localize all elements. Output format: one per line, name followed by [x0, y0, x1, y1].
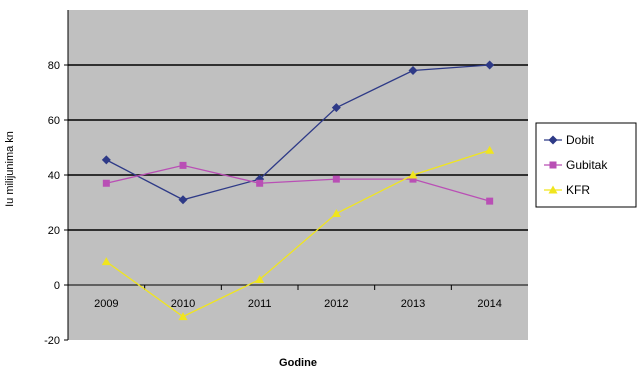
x-tick-label: 2010 — [171, 298, 195, 310]
x-tick-label: 2009 — [94, 298, 118, 310]
legend-marker-kfr — [548, 185, 558, 194]
legend: Dobit Gubitak KFR — [535, 122, 637, 208]
y-tick-label: 0 — [54, 280, 60, 292]
data-point-dobit — [408, 66, 418, 75]
x-tick-label: 2012 — [324, 298, 348, 310]
y-tick-label: 40 — [48, 170, 60, 182]
x-tick-label: 2013 — [401, 298, 425, 310]
series-line-kfr — [105, 149, 490, 318]
x-axis-title: Godine — [279, 357, 317, 369]
x-tick-labels: 2009 2010 2011 2012 2013 2014 — [94, 298, 502, 310]
y-tick-label: 20 — [48, 225, 60, 237]
legend-label-kfr: KFR — [566, 183, 590, 197]
gridlines — [68, 64, 528, 231]
y-tick-label: -20 — [44, 335, 60, 347]
data-point-dobit — [178, 195, 188, 205]
data-point-dobit — [485, 60, 495, 70]
series-markers — [101, 60, 495, 321]
y-tick-labels: -20 0 20 40 60 80 — [44, 60, 60, 347]
y-tick-label: 60 — [48, 115, 60, 127]
data-point-kfr — [485, 145, 495, 154]
axes — [64, 10, 528, 341]
legend-marker-dobit — [548, 135, 558, 145]
data-point-kfr — [255, 275, 265, 283]
series-line-dobit — [106, 64, 490, 201]
data-point-gubitak — [409, 175, 417, 183]
x-tick-label: 2014 — [477, 298, 501, 310]
legend-label-gubitak: Gubitak — [566, 158, 608, 172]
series-lines — [105, 64, 490, 318]
x-tick-label: 2011 — [248, 298, 272, 310]
data-point-gubitak — [102, 179, 110, 187]
data-point-kfr — [408, 170, 418, 179]
legend-label-dobit: Dobit — [566, 133, 595, 147]
y-tick-label: 80 — [48, 60, 60, 72]
data-point-dobit — [101, 155, 111, 165]
data-point-gubitak — [179, 161, 187, 169]
data-point-kfr — [178, 312, 188, 321]
series-line-gubitak — [106, 164, 490, 202]
data-point-gubitak — [256, 179, 264, 187]
data-point-gubitak — [486, 197, 494, 205]
legend-marker-gubitak — [549, 161, 557, 169]
data-point-kfr — [101, 257, 111, 266]
data-point-kfr — [331, 209, 341, 217]
y-axis-title: Iu milijunima kn — [4, 131, 16, 207]
data-point-dobit — [331, 103, 341, 113]
data-point-gubitak — [332, 175, 340, 183]
